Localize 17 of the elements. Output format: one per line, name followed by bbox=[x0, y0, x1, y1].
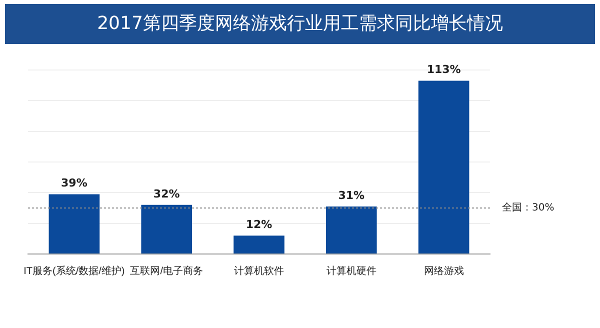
bar bbox=[418, 80, 470, 254]
x-tick-label: 计算机软件 bbox=[234, 264, 284, 277]
x-tick-label: 计算机硬件 bbox=[326, 264, 376, 277]
data-label: 113% bbox=[426, 63, 461, 76]
data-label: 31% bbox=[338, 188, 365, 202]
x-tick-label: 互联网/电子商务 bbox=[130, 264, 203, 277]
x-tick-label: 网络游戏 bbox=[424, 264, 464, 277]
bar bbox=[234, 236, 284, 254]
bar bbox=[141, 204, 192, 254]
data-label: 12% bbox=[246, 218, 272, 231]
ref-line-label: 全国：30% bbox=[502, 202, 554, 214]
bar bbox=[326, 206, 377, 254]
data-label: 39% bbox=[61, 176, 88, 190]
data-label: 32% bbox=[153, 187, 180, 200]
x-tick-label: IT服务(系统/数据/维护) bbox=[24, 264, 125, 277]
chart-title: 2017第四季度网络游戏行业用工需求同比增长情况 bbox=[5, 4, 595, 44]
bar bbox=[48, 194, 100, 254]
